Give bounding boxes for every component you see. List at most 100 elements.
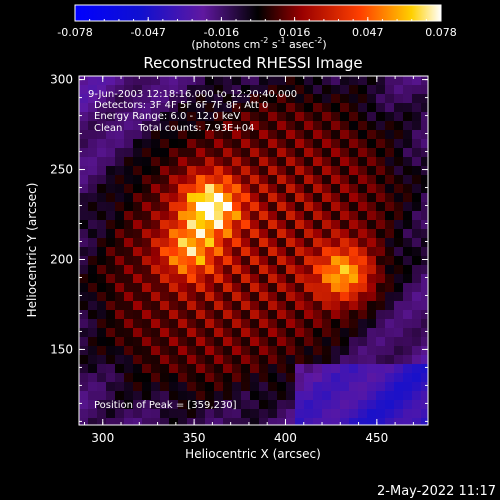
heatmap-cell — [160, 121, 169, 130]
heatmap-cell — [259, 157, 268, 166]
heatmap-cell — [133, 265, 142, 274]
heatmap-cell — [160, 211, 169, 220]
heatmap-cell — [295, 319, 304, 328]
heatmap-cell — [97, 121, 106, 130]
heatmap-cell — [349, 328, 358, 337]
heatmap-cell — [106, 391, 115, 400]
heatmap-cell — [196, 310, 205, 319]
heatmap-cell — [205, 382, 214, 391]
heatmap-cell — [295, 130, 304, 139]
heatmap-cell — [367, 211, 376, 220]
heatmap-cell — [286, 76, 295, 85]
heatmap-cell — [322, 256, 331, 265]
heatmap-cell — [385, 355, 394, 364]
heatmap-cell — [205, 418, 214, 425]
heatmap-cell — [97, 211, 106, 220]
heatmap-cell — [277, 121, 286, 130]
heatmap-cell — [358, 319, 367, 328]
heatmap-cell — [205, 409, 214, 418]
heatmap-cell — [313, 211, 322, 220]
heatmap-cell — [403, 346, 412, 355]
heatmap-cell — [304, 355, 313, 364]
heatmap-cell — [79, 202, 88, 211]
heatmap-cell — [196, 148, 205, 157]
heatmap-cell — [106, 130, 115, 139]
heatmap-cell — [403, 229, 412, 238]
heatmap-cell — [277, 139, 286, 148]
heatmap-cell — [313, 103, 322, 112]
heatmap-cell — [115, 139, 124, 148]
heatmap-cell — [133, 139, 142, 148]
heatmap-cell — [331, 238, 340, 247]
heatmap-cell — [151, 76, 160, 85]
heatmap-cell — [277, 148, 286, 157]
heatmap-cell — [277, 256, 286, 265]
heatmap-cell — [286, 391, 295, 400]
heatmap-cell — [403, 256, 412, 265]
heatmap-cell — [160, 373, 169, 382]
heatmap-cell — [322, 346, 331, 355]
heatmap-cell — [322, 112, 331, 121]
heatmap-cell — [133, 76, 142, 85]
heatmap-cell — [178, 292, 187, 301]
heatmap-cell — [106, 301, 115, 310]
heatmap-cell — [241, 337, 250, 346]
heatmap-cell — [151, 139, 160, 148]
heatmap-cell — [97, 130, 106, 139]
heatmap-cell — [88, 94, 97, 103]
heatmap-cell — [250, 211, 259, 220]
heatmap-cell — [214, 418, 223, 425]
annotation-clean: Clean Total counts: 7.93E+04 — [94, 123, 254, 134]
heatmap-cell — [124, 229, 133, 238]
heatmap-cell — [304, 283, 313, 292]
heatmap-cell — [340, 382, 349, 391]
heatmap-cell — [142, 94, 151, 103]
heatmap-cell — [358, 274, 367, 283]
heatmap-cell — [295, 238, 304, 247]
heatmap-cell — [313, 229, 322, 238]
heatmap-cell — [250, 256, 259, 265]
heatmap-cell — [358, 256, 367, 265]
heatmap-cell — [421, 112, 428, 121]
heatmap-cell — [295, 310, 304, 319]
heatmap-cell — [115, 310, 124, 319]
heatmap-cell — [394, 238, 403, 247]
heatmap-cell — [115, 112, 124, 121]
heatmap-cell — [214, 346, 223, 355]
heatmap-cell — [394, 184, 403, 193]
colorbar-unit-label: (photons cm-2 s-1 asec-2) — [191, 36, 326, 51]
heatmap-cell — [214, 274, 223, 283]
heatmap-cell — [133, 337, 142, 346]
heatmap-cell — [268, 301, 277, 310]
heatmap-cell — [178, 400, 187, 409]
heatmap-cell — [358, 76, 367, 85]
x-axis-label: Heliocentric X (arcsec) — [185, 447, 321, 461]
heatmap-cell — [160, 310, 169, 319]
heatmap-cell — [367, 274, 376, 283]
heatmap-cell — [394, 292, 403, 301]
heatmap-cell — [97, 157, 106, 166]
heatmap-cell — [88, 202, 97, 211]
heatmap-cell — [277, 166, 286, 175]
heatmap-cell — [223, 94, 232, 103]
heatmap-cell — [259, 238, 268, 247]
heatmap-cell — [367, 193, 376, 202]
heatmap-cell — [106, 346, 115, 355]
heatmap-cell — [277, 310, 286, 319]
heatmap-cell — [160, 382, 169, 391]
heatmap-cell — [232, 292, 241, 301]
heatmap-cell — [304, 103, 313, 112]
heatmap-cell — [151, 103, 160, 112]
heatmap-cell — [241, 247, 250, 256]
heatmap-cell — [214, 364, 223, 373]
heatmap-cell — [286, 202, 295, 211]
heatmap-cell — [205, 112, 214, 121]
heatmap-cell — [403, 139, 412, 148]
heatmap-cell — [268, 211, 277, 220]
heatmap-cell — [367, 85, 376, 94]
heatmap-cell — [88, 310, 97, 319]
heatmap-cell — [268, 310, 277, 319]
heatmap-cell — [115, 76, 124, 85]
heatmap-cell — [232, 256, 241, 265]
heatmap-cell — [169, 319, 178, 328]
